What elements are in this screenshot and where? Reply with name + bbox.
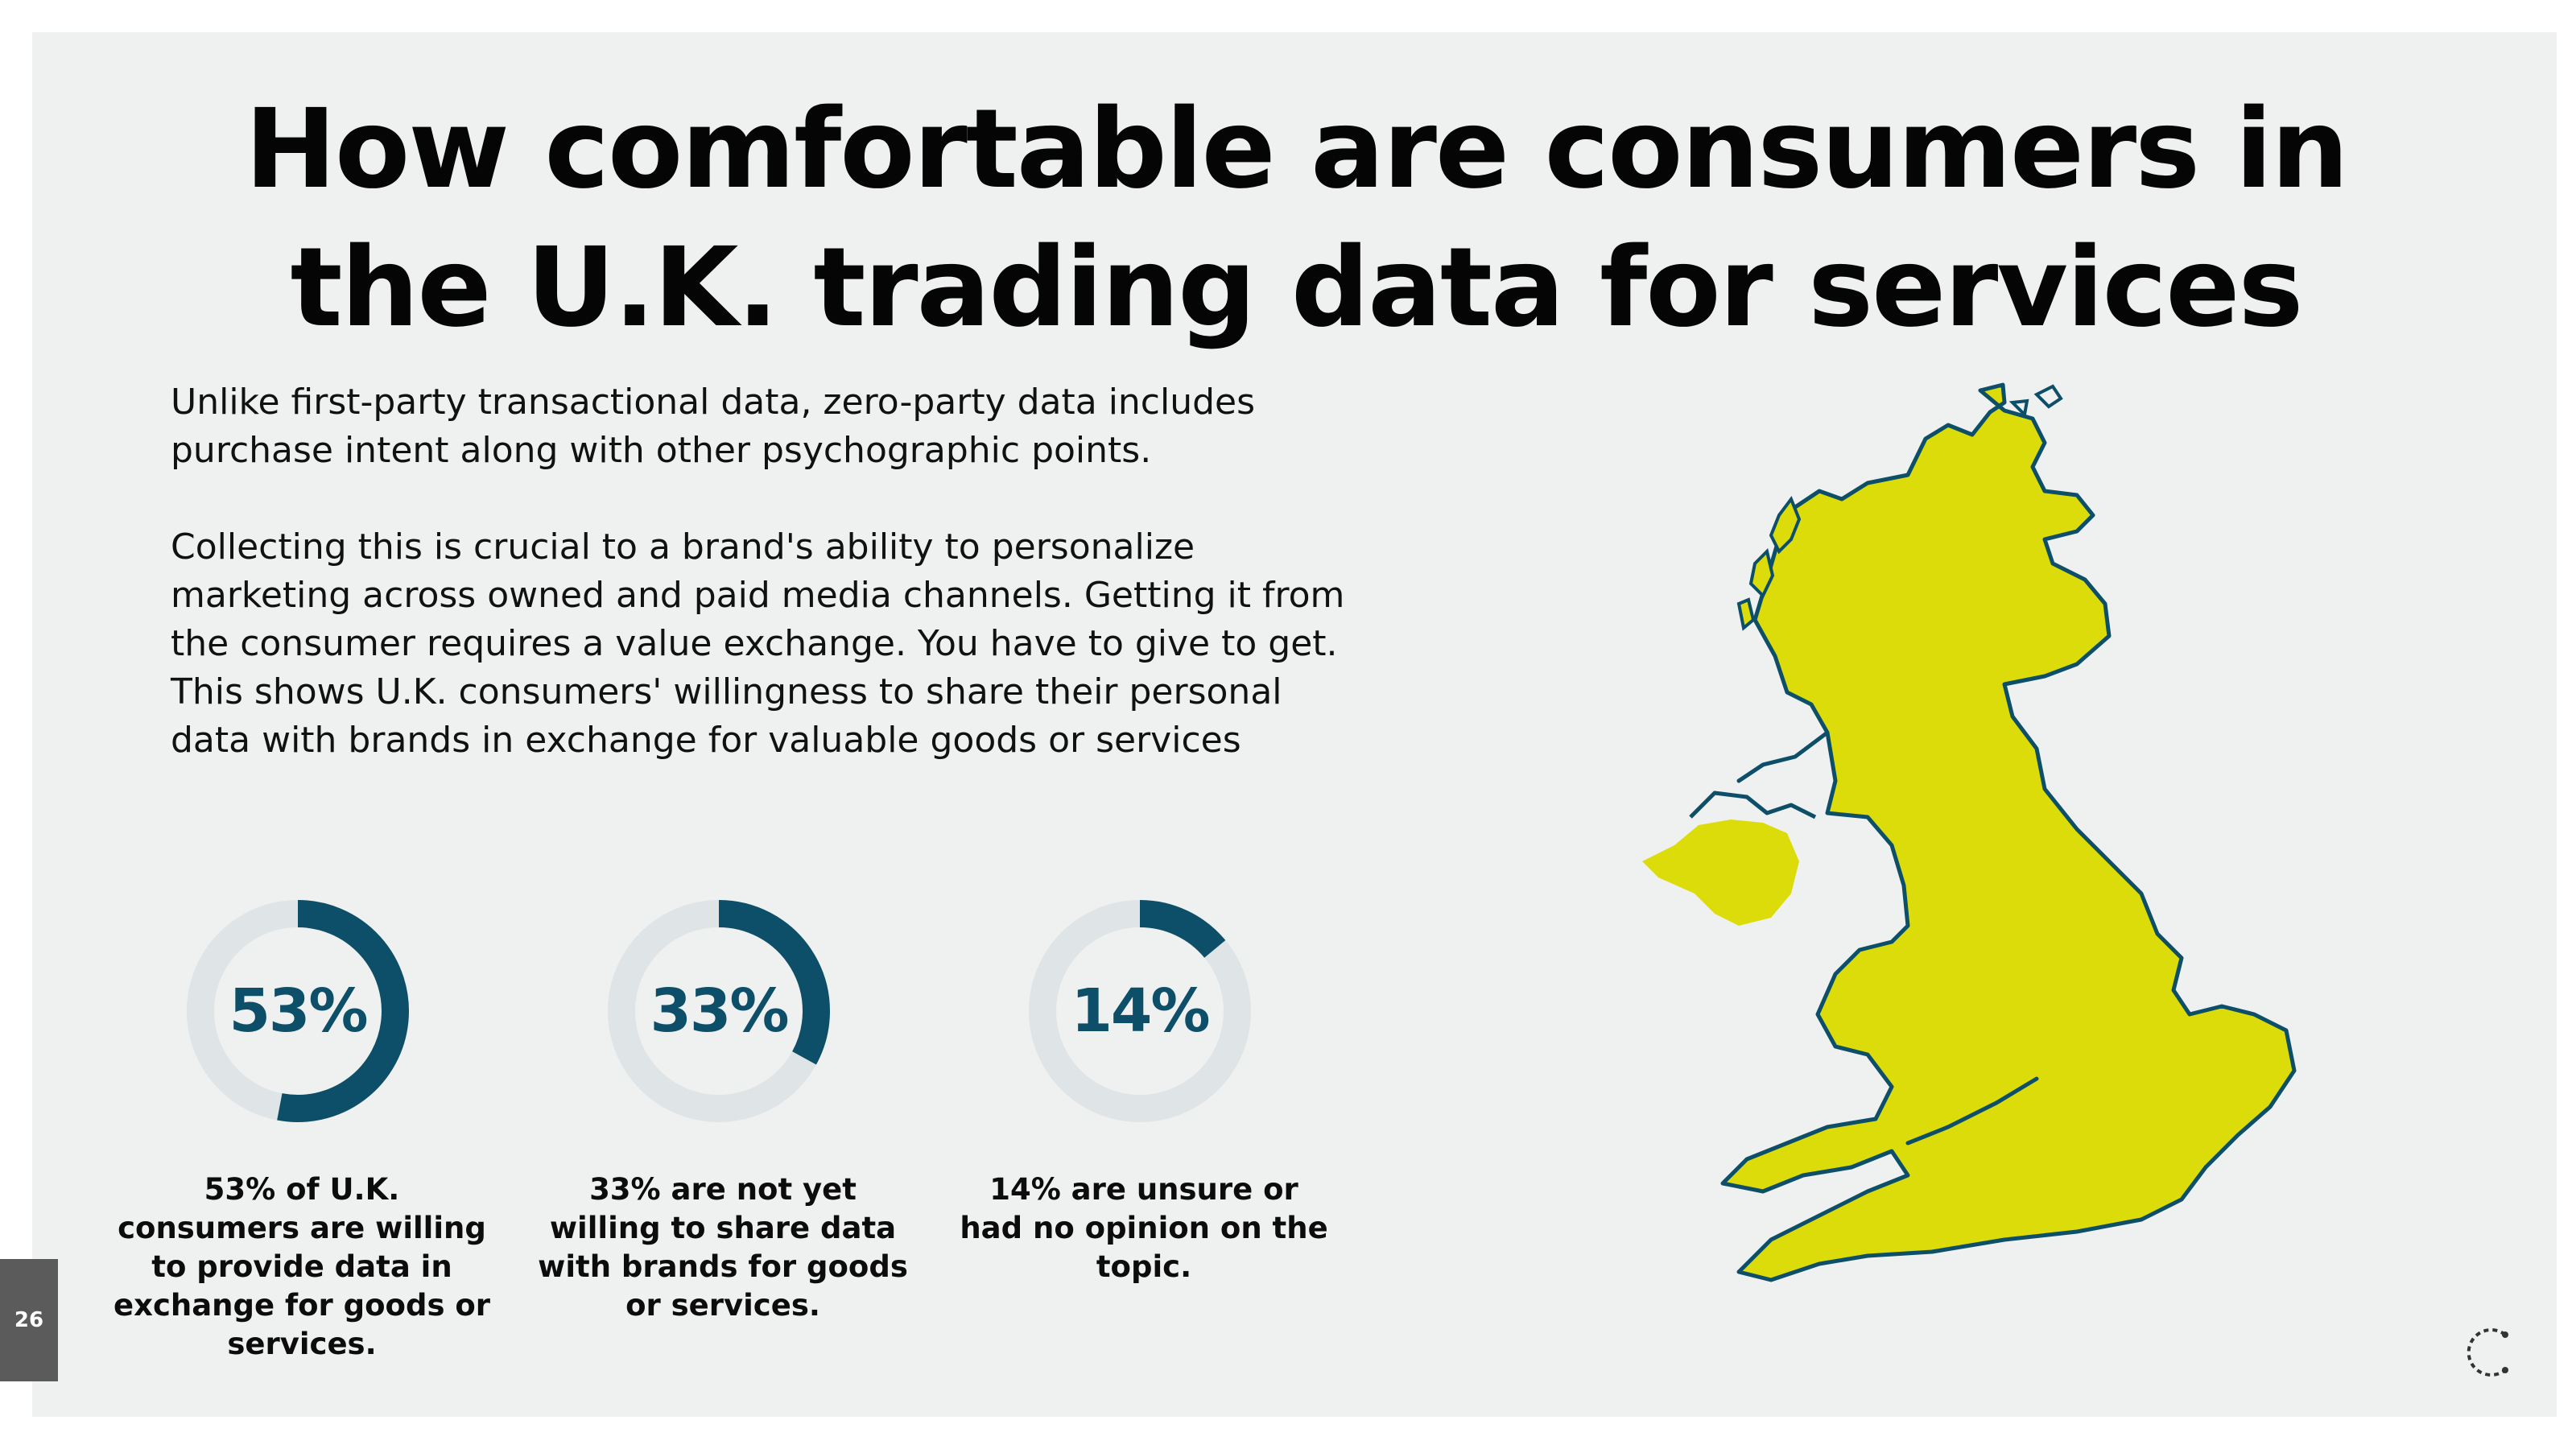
western-isles xyxy=(1736,495,1802,631)
donut-svg-1 xyxy=(187,900,409,1122)
page-title: How comfortable are consumers in the U.K… xyxy=(245,86,2349,352)
donut-svg-3 xyxy=(1029,900,1251,1122)
donut-arc xyxy=(277,900,409,1122)
northern-ireland-outline xyxy=(1689,791,1817,819)
donut-value-label: 33% xyxy=(650,976,789,1046)
page-number-tab: 26 xyxy=(0,1259,58,1381)
intro-paragraph-2: Collecting this is crucial to a brand's … xyxy=(171,526,1345,761)
donut-chart-2: 33% xyxy=(598,890,840,1132)
donut-caption-2: 33% are not yet willing to share data wi… xyxy=(538,1172,908,1323)
donut-chart-1: 53% xyxy=(177,890,419,1132)
donut-chart-3: 14% xyxy=(1019,890,1261,1132)
donut-value-label: 14% xyxy=(1071,976,1210,1046)
river-lines xyxy=(1736,730,2039,1146)
brand-logo-icon xyxy=(2467,1328,2508,1377)
northern-ireland-landmass xyxy=(1642,819,1799,926)
northern-isles xyxy=(2008,384,2063,419)
donut-caption-1: 53% of U.K. consumers are willing to pro… xyxy=(113,1172,491,1361)
donut-value-label: 53% xyxy=(229,976,368,1046)
donut-caption-3: 14% are unsure or had no opinion on the … xyxy=(960,1172,1328,1284)
donut-arc xyxy=(1139,900,1226,959)
intro-text: Unlike first-party transactional data, z… xyxy=(171,378,1346,813)
great-britain-landmass xyxy=(1720,382,2297,1282)
uk-map-icon xyxy=(1642,382,2297,1282)
slide: How comfortable are consumers in the U.K… xyxy=(32,32,2557,1417)
intro-paragraph-1: Unlike first-party transactional data, z… xyxy=(171,382,1256,471)
donut-arc xyxy=(718,900,830,1065)
donut-svg-2 xyxy=(608,900,830,1122)
